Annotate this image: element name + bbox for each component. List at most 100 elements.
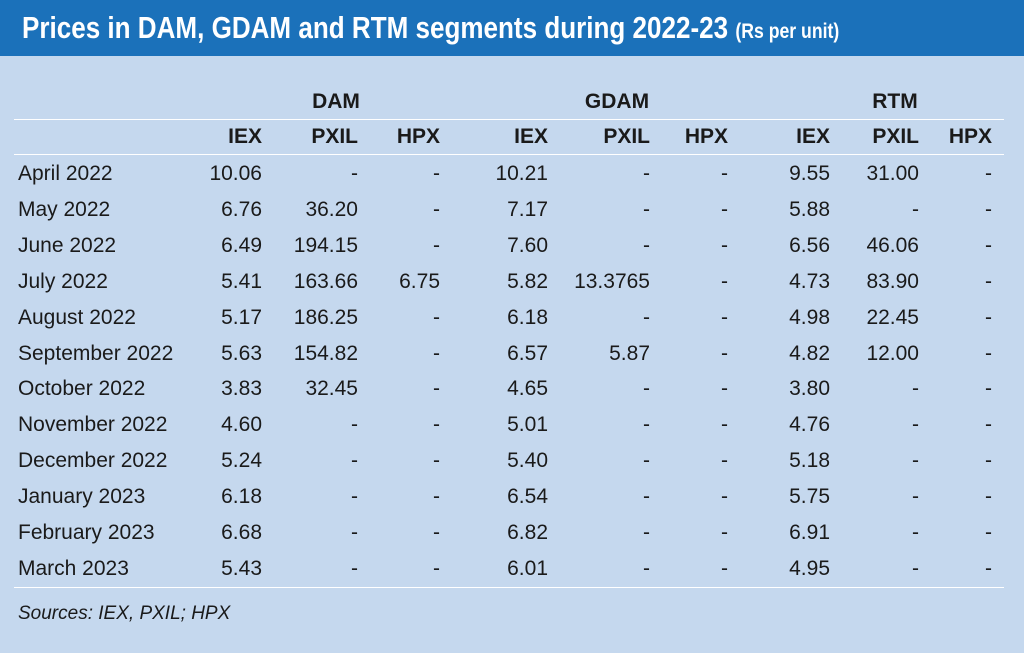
- column-header-iex: IEX: [514, 125, 548, 148]
- table-cell: 10.21: [495, 162, 548, 185]
- table-cell: 5.63: [221, 341, 262, 365]
- table-cell: -: [721, 449, 728, 473]
- table-cell: -: [643, 305, 650, 329]
- column-header-iex: IEX: [228, 125, 262, 148]
- table-cell: -: [351, 413, 358, 437]
- row-label: October 2022: [18, 377, 146, 401]
- column-header-hpx: HPX: [948, 125, 992, 148]
- table-cell: -: [433, 305, 440, 329]
- table-cell: 13.3765: [574, 269, 650, 293]
- table-cell: 4.60: [221, 413, 262, 437]
- table-cell: -: [721, 556, 728, 580]
- table-cell: -: [985, 197, 992, 221]
- title-unit: (Rs per unit): [735, 20, 840, 43]
- table-cell: 6.75: [399, 269, 440, 293]
- column-header-hpx: HPX: [684, 125, 728, 148]
- table-cell: -: [985, 521, 992, 544]
- table-cell: -: [351, 521, 358, 544]
- source-note: Sources: IEX, PXIL; HPX: [18, 603, 231, 624]
- table-cell: 3.83: [221, 377, 262, 401]
- group-header-rtm: RTM: [872, 90, 918, 113]
- table-cell: -: [721, 413, 728, 437]
- table-cell: -: [721, 341, 728, 365]
- row-label: November 2022: [18, 413, 168, 437]
- table-cell: -: [643, 449, 650, 473]
- table-cell: -: [912, 556, 919, 580]
- table-cell: -: [721, 233, 728, 257]
- table-cell: 6.54: [507, 485, 548, 509]
- table-cell: -: [643, 521, 650, 544]
- table-cell: 5.17: [221, 305, 262, 329]
- table-cell: -: [985, 305, 992, 329]
- table-cell: 3.80: [789, 377, 830, 401]
- table-cell: -: [721, 269, 728, 293]
- table-cell: 83.90: [866, 269, 919, 293]
- table-cell: -: [912, 485, 919, 509]
- table-cell: 4.73: [789, 269, 830, 293]
- table-cell: -: [433, 485, 440, 509]
- table-cell: 5.43: [221, 556, 262, 580]
- row-label: September 2022: [18, 341, 174, 365]
- table-cell: 6.76: [221, 197, 262, 221]
- table-cell: -: [985, 413, 992, 437]
- table-cell: 4.95: [789, 556, 830, 580]
- table-cell: 6.18: [221, 485, 262, 509]
- table-cell: 4.76: [789, 413, 830, 437]
- table-cell: 36.20: [305, 197, 358, 221]
- table-cell: -: [433, 341, 440, 365]
- table-cell: 5.40: [507, 449, 548, 473]
- table-cell: -: [433, 413, 440, 437]
- table-cell: 6.68: [221, 521, 262, 544]
- table-cell: -: [721, 197, 728, 221]
- table-cell: 6.82: [507, 521, 548, 544]
- table-cell: 31.00: [866, 162, 919, 185]
- table-cell: 5.41: [221, 269, 262, 293]
- table-cell: -: [912, 377, 919, 401]
- row-label: August 2022: [18, 305, 136, 329]
- table-cell: -: [351, 449, 358, 473]
- table-cell: 32.45: [305, 377, 358, 401]
- table-cell: 4.65: [507, 377, 548, 401]
- table-cell: 5.87: [609, 341, 650, 365]
- table-cell: 46.06: [866, 233, 919, 257]
- table-cell: -: [643, 556, 650, 580]
- group-header-gdam: GDAM: [584, 90, 650, 113]
- table-panel: [0, 56, 1024, 653]
- table-cell: -: [985, 556, 992, 580]
- table-cell: -: [433, 521, 440, 544]
- column-header-pxil: PXIL: [872, 125, 919, 148]
- table-cell: 5.82: [507, 269, 548, 293]
- column-header-hpx: HPX: [396, 125, 440, 148]
- table-cell: 7.60: [507, 233, 548, 257]
- table-cell: 163.66: [293, 269, 358, 293]
- table-cell: -: [912, 413, 919, 437]
- table-cell: -: [985, 269, 992, 293]
- table-cell: -: [721, 377, 728, 401]
- table-cell: -: [721, 305, 728, 329]
- table-cell: 6.56: [789, 233, 830, 257]
- title-main: Prices in DAM, GDAM and RTM segments dur…: [22, 10, 729, 45]
- table-cell: -: [985, 485, 992, 509]
- table-title: Prices in DAM, GDAM and RTM segments dur…: [22, 10, 839, 46]
- header-rule-bottom: [14, 154, 1004, 155]
- table-cell: -: [643, 162, 650, 185]
- column-header-iex: IEX: [796, 125, 830, 148]
- table-cell: -: [643, 413, 650, 437]
- table-cell: -: [433, 449, 440, 473]
- table-cell: 186.25: [293, 305, 358, 329]
- table-cell: 5.18: [789, 449, 830, 473]
- table-cell: 6.01: [507, 556, 548, 580]
- table-cell: 12.00: [866, 341, 919, 365]
- table-cell: -: [985, 162, 992, 185]
- table-cell: -: [985, 341, 992, 365]
- table-cell: -: [985, 233, 992, 257]
- table-cell: 6.49: [221, 233, 262, 257]
- table-cell: -: [643, 233, 650, 257]
- table-cell: -: [912, 197, 919, 221]
- table-cell: -: [985, 449, 992, 473]
- table-cell: 7.17: [507, 197, 548, 221]
- table-cell: -: [912, 449, 919, 473]
- table-cell: -: [721, 521, 728, 544]
- table-cell: -: [351, 485, 358, 509]
- row-label: February 2023: [18, 521, 155, 544]
